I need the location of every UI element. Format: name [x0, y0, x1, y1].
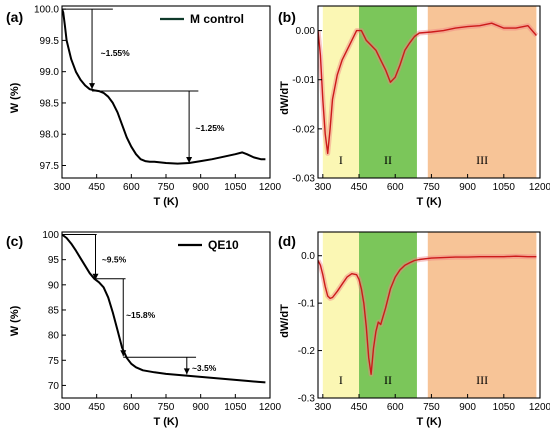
- x-tick-label: 1200: [529, 402, 550, 413]
- x-tick-label: 750: [158, 182, 175, 193]
- y-tick-label: 98.5: [40, 98, 60, 109]
- panel-label: (a): [6, 9, 23, 25]
- y-axis-label: W (%): [9, 82, 21, 113]
- y-tick-label: -0.3: [298, 394, 316, 405]
- x-tick-label: 300: [54, 182, 71, 193]
- x-tick-label: 900: [459, 402, 476, 413]
- x-tick-label: 1050: [493, 402, 516, 413]
- arrow-head: [120, 350, 127, 357]
- y-tick-label: 0.00: [296, 26, 316, 37]
- region-II-band: [359, 6, 417, 178]
- legend-label: M control: [190, 12, 244, 26]
- plot-frame: [317, 231, 541, 399]
- x-tick-label: 900: [192, 402, 209, 413]
- y-tick-label: 99.5: [40, 36, 60, 47]
- y-tick-label: 0.0: [301, 251, 315, 262]
- x-tick-label: 750: [423, 182, 440, 193]
- region-III-band: [427, 232, 537, 398]
- x-axis-label: T (K): [153, 416, 178, 428]
- plot-frame: [61, 5, 271, 179]
- series-line: [318, 255, 537, 375]
- x-axis-label: T (K): [416, 196, 441, 208]
- x-axis-label: T (K): [416, 416, 441, 428]
- y-tick-label: 70: [48, 381, 60, 392]
- y-tick-label: 99.0: [40, 67, 60, 78]
- y-tick-label: 97.5: [40, 161, 60, 172]
- x-tick-label: 450: [88, 182, 105, 193]
- x-tick-label: 300: [314, 402, 331, 413]
- y-tick-label: 75: [48, 356, 60, 367]
- y-axis-label: dW/dT: [279, 304, 291, 338]
- x-tick-label: 450: [351, 182, 368, 193]
- x-tick-label: 450: [351, 402, 368, 413]
- arrow-head: [92, 273, 99, 280]
- region-I-band: [322, 6, 360, 178]
- panel-a: ~1.55% ~1.25% M control 300 450 600 750 900 1050…: [6, 5, 282, 208]
- annotation-label: ~15.8%: [126, 310, 156, 320]
- y-tick-label: -0.02: [292, 124, 315, 135]
- panel-c: ~9.5% ~15.8% ~3.5% QE10 300 450 600 750 900 1050 1…: [6, 230, 282, 428]
- x-tick-label: 1200: [529, 182, 550, 193]
- y-tick-label: 100.0: [34, 5, 59, 16]
- x-tick-label: 1050: [493, 182, 516, 193]
- y-tick-label: -0.1: [298, 299, 316, 310]
- x-tick-label: 600: [123, 402, 140, 413]
- y-axis-label: W (%): [9, 305, 21, 336]
- y-axis-label: dW/dT: [279, 81, 291, 115]
- y-tick-label: 90: [48, 280, 60, 291]
- y-tick-label: 98.0: [40, 130, 60, 141]
- y-tick-label: 80: [48, 331, 60, 342]
- x-tick-label: 300: [314, 182, 331, 193]
- x-tick-label: 1200: [259, 402, 282, 413]
- region-label-I: I: [339, 153, 343, 167]
- region-label-III: III: [476, 373, 488, 387]
- series-line: [318, 22, 537, 155]
- x-tick-label: 750: [158, 402, 175, 413]
- annotation-label: ~3.5%: [192, 363, 217, 373]
- y-tick-label: 85: [48, 305, 60, 316]
- region-label-III: III: [476, 153, 488, 167]
- region-label-II: II: [384, 153, 392, 167]
- x-tick-label: 1200: [259, 182, 282, 193]
- x-tick-label: 450: [88, 402, 105, 413]
- x-tick-label: 1050: [224, 182, 247, 193]
- x-tick-label: 600: [387, 182, 404, 193]
- x-tick-label: 900: [192, 182, 209, 193]
- x-tick-label: 1050: [224, 402, 247, 413]
- region-label-II: II: [384, 373, 392, 387]
- annotation-label: ~1.55%: [101, 48, 131, 58]
- x-tick-label: 600: [123, 182, 140, 193]
- arrow-head: [183, 368, 190, 375]
- x-tick-label: 600: [387, 402, 404, 413]
- panel-label: (b): [278, 9, 296, 25]
- region-label-I: I: [339, 373, 343, 387]
- region-III-band: [427, 6, 537, 178]
- arrow-head: [186, 156, 193, 163]
- y-tick-label: -0.2: [298, 346, 316, 357]
- x-tick-label: 300: [54, 402, 71, 413]
- arrow-head: [89, 83, 96, 90]
- y-tick-label: -0.03: [292, 174, 315, 185]
- legend-label: QE10: [208, 238, 239, 252]
- y-tick-label: 95: [48, 255, 60, 266]
- annotation-label: ~1.25%: [195, 123, 225, 133]
- panel-label: (d): [278, 233, 296, 249]
- series-line: [62, 233, 266, 384]
- region-II-band: [359, 232, 417, 398]
- x-tick-label: 750: [423, 402, 440, 413]
- region-I-band: [322, 232, 360, 398]
- y-tick-label: 100: [42, 230, 59, 241]
- x-axis-label: T (K): [153, 196, 178, 208]
- x-tick-label: 900: [459, 182, 476, 193]
- plot-frame: [317, 5, 541, 179]
- series-line: [62, 8, 266, 165]
- y-tick-label: -0.01: [292, 75, 315, 86]
- panel-label: (c): [6, 233, 23, 249]
- annotation-label: ~9.5%: [102, 255, 127, 265]
